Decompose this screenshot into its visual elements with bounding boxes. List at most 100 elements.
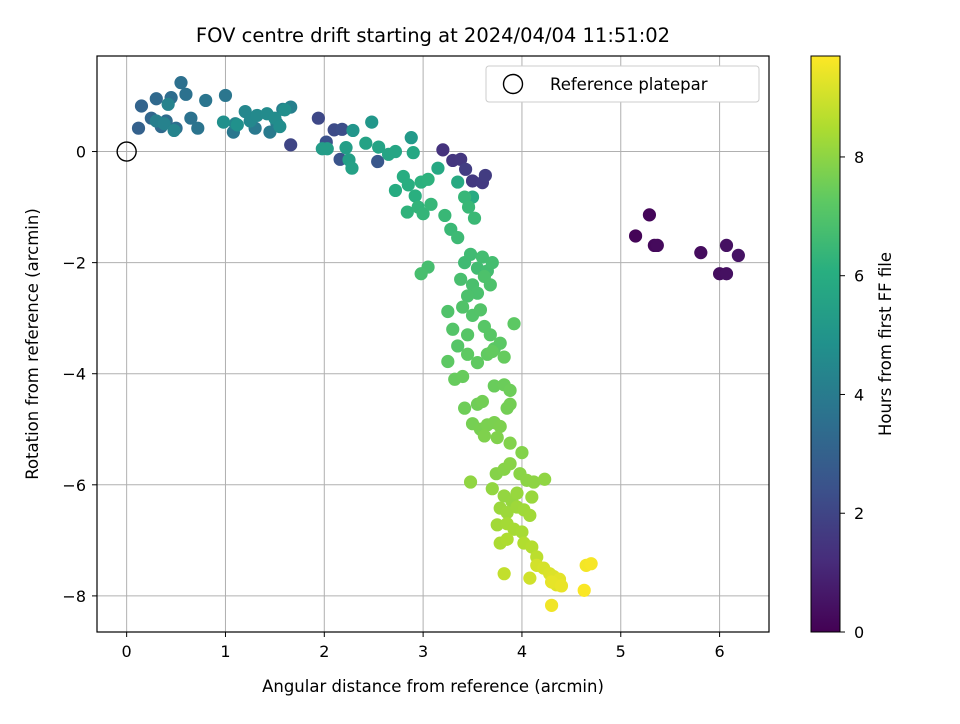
data-point — [359, 136, 373, 150]
data-point — [157, 117, 171, 131]
colorbar-tick-label: 6 — [854, 267, 864, 286]
x-tick-label: 4 — [517, 642, 527, 661]
data-point — [463, 475, 478, 489]
colorbar-tick-label: 0 — [854, 623, 864, 642]
data-point — [441, 304, 455, 319]
x-tick-label: 5 — [616, 642, 626, 661]
data-point — [487, 379, 501, 393]
data-point — [451, 231, 465, 245]
data-point — [424, 197, 438, 211]
y-tick-label: −6 — [62, 476, 86, 495]
data-point — [554, 579, 569, 593]
data-point — [230, 118, 244, 132]
data-point — [388, 144, 403, 159]
data-point — [372, 140, 386, 154]
x-axis-label: Angular distance from reference (arcmin) — [262, 677, 604, 696]
data-point — [461, 200, 476, 214]
data-point — [465, 174, 480, 188]
data-point — [467, 211, 482, 225]
colorbar-label: Hours from first FF file — [876, 252, 895, 436]
data-point — [460, 347, 475, 361]
data-point — [436, 143, 450, 157]
data-point — [134, 99, 149, 113]
data-point — [544, 575, 559, 589]
data-point — [485, 482, 499, 496]
data-point — [278, 103, 292, 117]
data-point — [490, 518, 504, 532]
y-tick-label: −4 — [62, 365, 86, 384]
data-point — [477, 429, 491, 443]
data-point — [475, 394, 490, 409]
data-point — [719, 267, 734, 281]
data-point — [446, 322, 460, 336]
data-point — [584, 557, 598, 571]
data-point — [483, 328, 497, 342]
y-tick-label: 0 — [76, 143, 86, 162]
data-point — [507, 317, 521, 331]
data-point — [459, 162, 473, 176]
data-point — [458, 401, 472, 415]
data-point — [451, 175, 465, 189]
data-point — [216, 115, 231, 129]
colorbar-tick-label: 4 — [854, 385, 864, 404]
colorbar: 0 2 4 6 8 Hours from first FF file — [810, 55, 895, 642]
data-point — [483, 278, 497, 292]
data-point — [473, 303, 488, 317]
data-point — [515, 445, 529, 460]
data-point — [431, 161, 445, 175]
data-point — [406, 146, 420, 160]
colorbar-gradient — [810, 55, 841, 633]
data-point — [478, 168, 492, 183]
data-point — [525, 540, 539, 554]
data-point — [404, 131, 418, 145]
data-point — [218, 88, 233, 103]
data-point — [503, 436, 517, 450]
data-point — [500, 505, 514, 520]
data-point — [470, 286, 485, 300]
data-point — [311, 111, 325, 125]
y-tick-label: −2 — [62, 254, 86, 273]
x-tick-label: 2 — [319, 642, 329, 661]
data-point — [441, 354, 455, 369]
data-point — [493, 419, 507, 434]
data-point — [642, 208, 657, 222]
data-point — [414, 267, 428, 281]
data-point — [371, 154, 385, 169]
plot-frame — [96, 55, 770, 633]
data-point — [161, 97, 175, 111]
data-point — [460, 289, 475, 303]
data-point — [628, 229, 643, 243]
data-point — [503, 457, 517, 471]
chart-title: FOV centre drift starting at 2024/04/04 … — [196, 24, 670, 47]
data-point — [515, 525, 529, 539]
data-point — [263, 125, 277, 139]
data-point — [523, 571, 537, 585]
data-point — [451, 339, 465, 353]
data-point — [470, 356, 485, 370]
data-point — [131, 121, 146, 135]
legend-box — [485, 65, 760, 103]
data-point — [458, 190, 472, 204]
data-point — [421, 172, 435, 186]
legend-marker — [502, 73, 524, 95]
data-point — [500, 532, 514, 546]
data-point — [538, 472, 552, 486]
x-tick-label: 6 — [714, 642, 724, 661]
x-tick-label: 0 — [122, 642, 132, 661]
y-axis-label: Rotation from reference (arcmin) — [23, 208, 42, 480]
data-point — [365, 115, 379, 129]
reference-point — [116, 141, 137, 162]
data-point — [510, 486, 524, 500]
grid-lines — [97, 56, 769, 632]
x-tick-label: 1 — [220, 642, 230, 661]
data-point — [179, 87, 193, 101]
data-point — [490, 430, 504, 445]
data-point — [503, 397, 517, 411]
data-point — [167, 123, 181, 138]
colorbar-ticks: 0 2 4 6 8 — [840, 148, 864, 642]
data-point — [401, 178, 415, 192]
data-point — [149, 92, 163, 106]
data-point — [497, 567, 511, 581]
data-point — [485, 256, 499, 270]
